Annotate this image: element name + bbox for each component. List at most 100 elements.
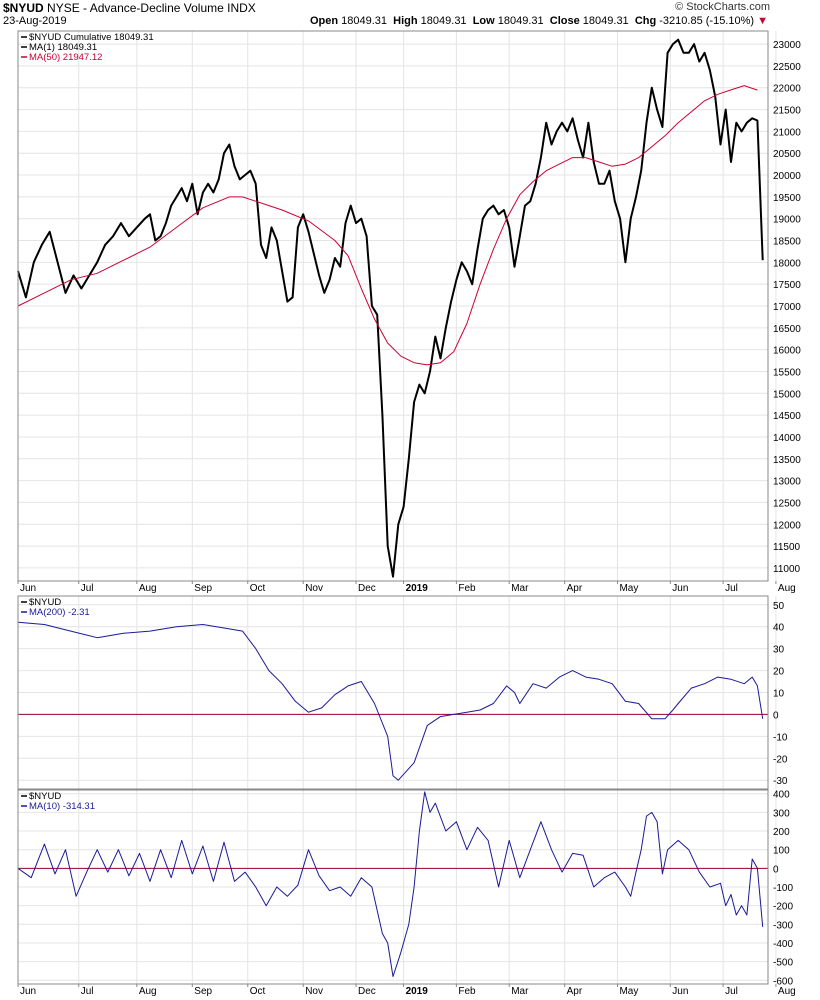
x-tick-label: Oct: [250, 583, 266, 594]
legend-entry: $NYUD Cumulative 18049.31: [29, 32, 154, 43]
symbol-title: $NYUD NYSE - Advance-Decline Volume INDX: [3, 1, 256, 15]
y-tick-label: 11500: [773, 542, 801, 553]
chart-header: $NYUD NYSE - Advance-Decline Volume INDX…: [0, 0, 820, 30]
y-tick-label: 16000: [773, 346, 801, 357]
chart-date: 23-Aug-2019: [3, 15, 67, 27]
panel-border: [17, 595, 769, 790]
open-value: 18049.31: [341, 15, 388, 27]
stockcharts-logo[interactable]: © StockCharts.com: [675, 1, 770, 13]
x-tick-label: Jun: [672, 986, 688, 997]
x-tick-label: Jul: [725, 986, 738, 997]
y-tick-label: 20: [773, 667, 785, 678]
x-tick-label: Oct: [250, 986, 266, 997]
y-tick-label: -200: [773, 902, 793, 913]
x-tick-label: Jun: [20, 583, 36, 594]
x-tick-label: Feb: [458, 986, 476, 997]
y-tick-label: 18500: [773, 237, 801, 248]
y-tick-label: -300: [773, 920, 793, 931]
y-tick-label: 15000: [773, 389, 801, 400]
low-value: 18049.31: [497, 15, 544, 27]
y-tick-label: 21000: [773, 127, 801, 138]
x-tick-label: Aug: [139, 583, 157, 594]
y-tick-label: 17000: [773, 302, 801, 313]
x-tick-label: 2019: [406, 583, 429, 594]
y-tick-label: -100: [773, 883, 793, 894]
x-tick-label: Sep: [194, 583, 212, 594]
legend-entry: $NYUD: [29, 791, 61, 802]
y-tick-label: 11000: [773, 564, 801, 575]
x-axis-labels-bottom: Jun Jul Aug Sep Oct Nov Dec 2019 Feb Mar Apr May Jun…: [17, 984, 796, 997]
low-label: Low: [472, 15, 495, 27]
series-line--nyud-cumulative: [17, 38, 764, 578]
y-tick-label: -500: [773, 958, 793, 969]
panel-border: [17, 789, 769, 985]
y-tick-label: 15500: [773, 367, 801, 378]
y-tick-label: 14000: [773, 433, 801, 444]
down-arrow-icon: ▼: [757, 15, 768, 27]
y-tick-label: 23000: [773, 40, 801, 51]
x-tick-label: May: [619, 986, 638, 997]
ohlc-readout: Open 18049.31 High 18049.31 Low 18049.31…: [310, 15, 768, 27]
y-tick-label: -600: [773, 976, 793, 987]
x-tick-label: Apr: [567, 583, 583, 594]
x-tick-label: Apr: [567, 986, 583, 997]
close-label: Close: [549, 15, 580, 27]
symbol-description: NYSE - Advance-Decline Volume INDX: [47, 1, 256, 15]
y-tick-label: 19500: [773, 193, 801, 204]
x-tick-label: Jun: [20, 986, 36, 997]
y-tick-label: 100: [773, 846, 790, 857]
legend-entry: MA(50) 21947.12: [29, 52, 102, 63]
y-tick-label: 19000: [773, 215, 801, 226]
y-tick-label: 18000: [773, 258, 801, 269]
x-tick-label: Feb: [458, 583, 476, 594]
y-tick-label: 40: [773, 623, 785, 634]
y-tick-label: 50: [773, 601, 785, 612]
y-tick-label: 22000: [773, 84, 801, 95]
x-tick-label: Dec: [358, 986, 376, 997]
x-tick-label: May: [619, 583, 638, 594]
symbol: $NYUD: [3, 1, 44, 15]
y-tick-label: -10: [773, 732, 788, 743]
y-tick-label: 13000: [773, 477, 801, 488]
x-tick-label: Jul: [81, 583, 94, 594]
legend-entry: MA(200) -2.31: [29, 607, 90, 618]
legend-entry: MA(1) 18049.31: [29, 42, 97, 53]
close-value: 18049.31: [582, 15, 629, 27]
y-tick-label: 200: [773, 827, 790, 838]
x-tick-label: Jul: [725, 583, 738, 594]
open-label: Open: [309, 15, 339, 27]
chg-value: -3210.85 (-15.10%): [659, 15, 755, 27]
legend-entry: $NYUD: [29, 597, 61, 608]
y-tick-label: 16500: [773, 324, 801, 335]
y-tick-label: 14500: [773, 411, 801, 422]
y-tick-label: 300: [773, 808, 790, 819]
y-tick-label: 10: [773, 689, 785, 700]
x-tick-label: Mar: [511, 986, 529, 997]
x-tick-label: Aug: [778, 583, 796, 594]
panel-1: 11000 11500 12000 12500 13000 13500 14000 14500…: [17, 30, 801, 582]
high-label: High: [393, 15, 418, 27]
y-tick-label: 20500: [773, 149, 801, 160]
series-line-ma-50-: [17, 85, 758, 366]
x-tick-label: Jul: [81, 986, 94, 997]
y-tick-label: -30: [773, 776, 788, 787]
y-tick-label: 17500: [773, 280, 801, 291]
y-tick-label: 20000: [773, 171, 801, 182]
x-tick-label: Nov: [305, 583, 323, 594]
x-tick-label: Mar: [511, 583, 529, 594]
panel-3: -600 -500 -400 -300 -200 -100 0 100 200 300 400 $NY…: [17, 789, 793, 987]
x-tick-label: Sep: [194, 986, 212, 997]
y-tick-label: 22500: [773, 62, 801, 73]
high-value: 18049.31: [420, 15, 467, 27]
y-tick-label: 13500: [773, 455, 801, 466]
y-tick-label: 0: [773, 864, 779, 875]
y-tick-label: 12500: [773, 498, 801, 509]
x-tick-label: Jun: [672, 583, 688, 594]
x-tick-label: 2019: [406, 986, 429, 997]
x-tick-label: Aug: [139, 986, 157, 997]
y-tick-label: 30: [773, 645, 785, 656]
y-tick-label: -20: [773, 754, 788, 765]
series-line-ma-10-: [17, 791, 764, 977]
